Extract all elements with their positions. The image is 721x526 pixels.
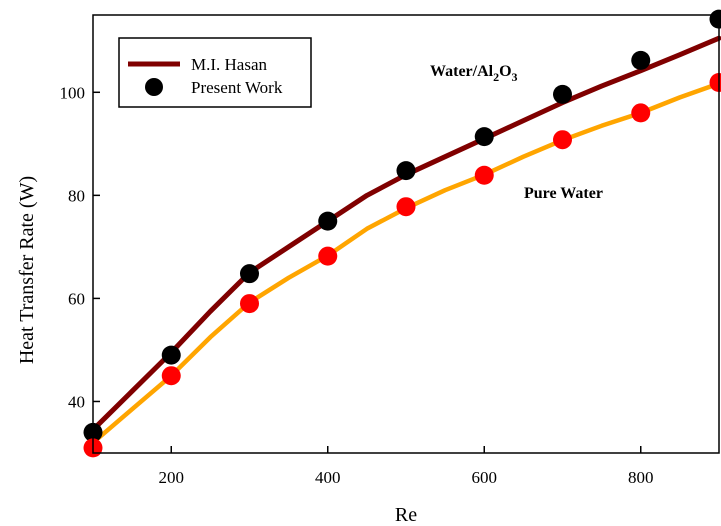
annotation-pure-water: Pure Water (524, 185, 603, 202)
series-line-2 (90, 81, 721, 445)
x-axis-title: Re (395, 504, 417, 526)
annotation-sub-2: 2 (493, 70, 499, 84)
series-marker-2 (396, 197, 416, 217)
y-tick-label: 60 (68, 289, 85, 308)
series-marker-2 (553, 130, 572, 150)
legend-marker-swatch (145, 78, 163, 96)
y-tick-label: 100 (60, 83, 86, 102)
series-marker-1 (631, 50, 651, 70)
series-marker-1 (474, 127, 494, 147)
legend: M.I. Hasan Present Work (118, 37, 312, 108)
y-tick-label: 80 (68, 186, 85, 205)
annotation-water-al2o3: Water/Al2O3 (430, 63, 518, 84)
plot-frame (92, 14, 720, 454)
series-marker-1 (161, 345, 181, 365)
series-marker-2 (161, 366, 181, 386)
x-tick-label: 400 (315, 468, 341, 487)
series-marker-1 (318, 211, 338, 231)
annotation-sub-3: 3 (512, 70, 518, 84)
series-marker-1 (396, 161, 416, 181)
legend-marker-label: Present Work (191, 78, 283, 97)
x-tick-label: 800 (628, 468, 654, 487)
series-marker-1 (240, 264, 259, 284)
axis-ticks: 200 400 600 800 40 60 80 100 (60, 83, 654, 487)
annotation-water-al-part: Water/Al (430, 63, 494, 80)
series-marker-2 (709, 73, 721, 93)
series-marker-2 (631, 103, 651, 123)
annotation-o-part: O (499, 63, 511, 80)
x-tick-label: 600 (472, 468, 498, 487)
y-tick-label: 40 (68, 392, 85, 411)
legend-line-label: M.I. Hasan (191, 55, 268, 74)
series-marker-2 (318, 246, 338, 266)
legend-box (118, 37, 312, 108)
plot-area (83, 9, 721, 458)
series-marker-1 (553, 84, 572, 104)
y-axis-title: Heat Transfer Rate (W) (16, 176, 38, 364)
series-marker-2 (240, 294, 259, 314)
series-marker-2 (474, 165, 494, 185)
x-tick-label: 200 (159, 468, 185, 487)
